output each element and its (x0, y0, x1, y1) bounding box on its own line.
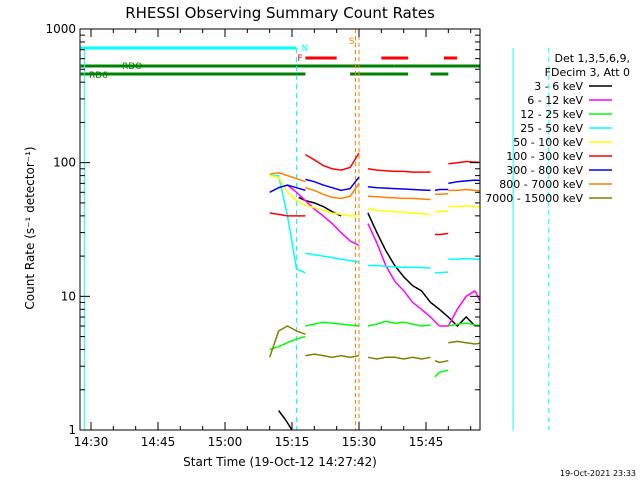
x-tick-label: 15:30 (342, 435, 377, 449)
series-line-5 (269, 212, 306, 217)
series-line-1 (278, 184, 360, 247)
legend-entry-label: 6 - 12 keV (527, 94, 583, 107)
series-line-4 (367, 208, 431, 216)
series-line-5 (367, 168, 431, 173)
series-line-8 (268, 325, 306, 358)
axes-ticks: 14:30 14:45 15:00 15:15 15:30 15:45 1 10 100 1000 (45, 22, 480, 449)
flag-label-rd6: RD6 (89, 71, 108, 81)
legend: Det 1,3,5,6,9,FDecim 3, Att 03 - 6 keV6 … (485, 52, 630, 205)
series-line-5 (305, 152, 360, 171)
series-line-0 (367, 212, 432, 303)
series-line-6 (448, 179, 480, 185)
series-line-8 (367, 356, 431, 360)
series-line-2 (305, 321, 360, 327)
series-line-7 (269, 172, 306, 183)
y-tick-label: 1 (68, 423, 76, 437)
series-line-5 (434, 232, 449, 236)
series-line-1 (474, 290, 480, 303)
series-line-0 (506, 415, 515, 430)
series-line-6 (367, 186, 431, 192)
series-line-3 (434, 271, 449, 274)
series-line-0 (278, 410, 293, 430)
series-line-8 (305, 353, 360, 359)
series-line-5 (448, 160, 480, 165)
x-axis-label: Start Time (19-Oct-12 14:27:42) (183, 455, 377, 469)
footer-date: 19-Oct-2021 23:33 (560, 469, 636, 478)
y-tick-label: 100 (53, 156, 76, 170)
legend-entry-label: 7000 - 15000 keV (485, 192, 583, 205)
series-line-7 (448, 188, 480, 192)
series-line-6 (434, 188, 449, 192)
legend-entry-label: 100 - 300 keV (506, 150, 583, 163)
legend-entry-label: 25 - 50 keV (520, 122, 583, 135)
series-line-0 (430, 301, 476, 328)
legend-entry-label: 300 - 800 keV (506, 164, 583, 177)
y-tick-label: 1000 (45, 22, 76, 36)
legend-header: FDecim 3, Att 0 (545, 66, 630, 79)
legend-entry-label: 12 - 25 keV (520, 108, 583, 121)
x-tick-label: 15:45 (409, 435, 444, 449)
x-tick-label: 15:15 (275, 435, 310, 449)
series-line-2 (434, 369, 449, 378)
y-axis-label: Count Rate (s⁻¹ detector⁻¹) (23, 146, 37, 309)
chart-title: RHESSI Observing Summary Count Rates (125, 4, 435, 22)
plot-frame (79, 28, 481, 431)
observing-flags: NF S RDO RD6 (80, 29, 550, 430)
series-line-7 (367, 195, 431, 201)
legend-entry-label: 3 - 6 keV (534, 80, 583, 93)
series-lines (268, 152, 515, 430)
x-tick-label: 15:00 (208, 435, 243, 449)
series-line-3 (367, 264, 431, 269)
series-line-2 (448, 322, 480, 327)
series-line-8 (434, 359, 449, 364)
series-line-7 (305, 182, 360, 200)
legend-header: Det 1,3,5,6,9, (554, 52, 630, 65)
series-line-2 (367, 320, 431, 327)
series-line-7 (434, 193, 449, 196)
flag-label-rdo: RDO (122, 62, 142, 72)
x-tick-label: 14:45 (141, 435, 176, 449)
flag-label-n: N (301, 44, 308, 54)
series-line-4 (269, 174, 359, 217)
series-line-1 (367, 223, 440, 327)
series-line-6 (269, 184, 306, 193)
series-line-4 (434, 210, 449, 213)
series-line-8 (448, 340, 480, 345)
flag-label-f: F (297, 54, 302, 64)
series-line-3 (448, 257, 480, 261)
series-line-3 (305, 252, 360, 263)
legend-entry-label: 50 - 100 keV (513, 136, 583, 149)
x-tick-label: 14:30 (74, 435, 109, 449)
series-line-4 (448, 205, 480, 208)
series-line-6 (305, 176, 360, 192)
flag-label-s: S (349, 37, 355, 47)
series-line-2 (269, 335, 306, 351)
y-tick-label: 10 (61, 289, 76, 303)
series-line-1 (439, 290, 476, 327)
legend-entry-label: 800 - 7000 keV (499, 178, 583, 191)
